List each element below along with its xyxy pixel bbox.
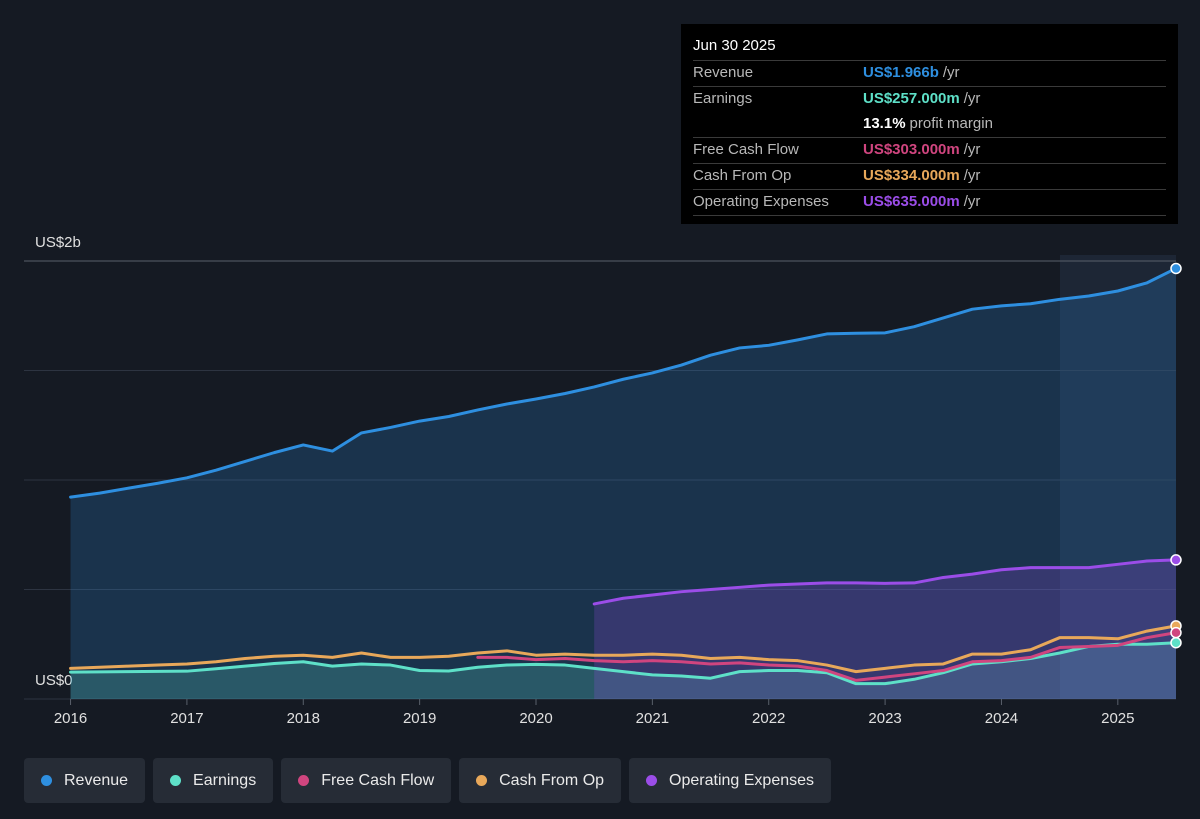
legend-dot (41, 775, 52, 786)
legend-dot (646, 775, 658, 786)
legend: Revenue Earnings Free Cash Flow Cash From O… (24, 758, 832, 803)
tooltip-rows: Revenue US$1.966b/yr Earnings US$257.000m/y… (693, 60, 1166, 216)
end-dot (1170, 262, 1182, 275)
tooltip-date: Jun 30 2025 (693, 37, 776, 54)
tooltip-value: US$257.000m (863, 90, 960, 107)
x-tick-label: 2024 (985, 710, 1018, 727)
tooltip-row: Earnings US$257.000m/yr (693, 86, 1166, 112)
end-dot (1170, 554, 1182, 566)
tooltip-unit: /yr (963, 193, 981, 210)
series-line (592, 558, 1178, 606)
legend-item[interactable]: Operating Expenses (629, 758, 832, 803)
tooltip: Jun 30 2025 Revenue US$1.966b/yr Earnings U… (681, 24, 1178, 224)
tooltip-unit: /yr (963, 90, 981, 107)
tooltip-row: Free Cash Flow US$303.000m/yr (693, 137, 1166, 163)
y-tick-label: US$2b (35, 234, 81, 251)
legend-label: Earnings (193, 771, 257, 789)
tooltip-unit: /yr (942, 64, 960, 81)
legend-label: Free Cash Flow (321, 771, 435, 789)
tooltip-label: Operating Expenses (693, 193, 829, 210)
tooltip-value: US$334.000m (863, 167, 960, 184)
tooltip-value: 13.1% (863, 115, 906, 132)
tooltip-row: Operating Expenses US$635.000m/yr (693, 189, 1166, 215)
end-dot (1170, 626, 1182, 639)
tooltip-value: US$635.000m (863, 193, 960, 210)
x-tick-label: 2016 (54, 710, 87, 727)
tooltip-value: US$1.966b (863, 64, 939, 81)
end-dot (1170, 636, 1182, 649)
legend-dot (298, 775, 310, 786)
series-line (476, 631, 1178, 682)
tooltip-label: Earnings (693, 90, 753, 107)
legend-dot (170, 775, 182, 786)
tooltip-label: Free Cash Flow (693, 141, 799, 158)
x-tick-label: 2017 (170, 710, 203, 727)
x-tick-label: 2023 (868, 710, 901, 727)
tooltip-label: Cash From Op (693, 167, 792, 184)
tooltip-label (693, 112, 863, 137)
highlight-region (1060, 255, 1176, 699)
tooltip-row: Revenue US$1.966b/yr (693, 60, 1166, 86)
x-tick-label: 2019 (403, 710, 436, 727)
x-tick-label: 2025 (1101, 710, 1134, 727)
legend-item[interactable]: Cash From Op (459, 758, 622, 803)
tooltip-row: 13.1% profit margin (693, 112, 1166, 137)
series-line (69, 624, 1178, 674)
x-tick-label: 2021 (636, 710, 669, 727)
tooltip-unit: profit margin (909, 115, 993, 132)
tooltip-unit: /yr (963, 141, 981, 158)
legend-label: Operating Expenses (669, 771, 815, 789)
tooltip-value: US$303.000m (863, 141, 960, 158)
x-tick-label: 2022 (752, 710, 785, 727)
series-area (70, 642, 1177, 699)
x-tick-label: 2020 (519, 710, 552, 727)
legend-item[interactable]: Free Cash Flow (281, 758, 452, 803)
y-tick-label: US$0 (35, 672, 73, 689)
legend-label: Revenue (64, 771, 129, 789)
legend-item[interactable]: Revenue (24, 758, 146, 803)
tooltip-row: Cash From Op US$334.000m/yr (693, 163, 1166, 189)
series-area (70, 268, 1177, 699)
tooltip-label: Revenue (693, 64, 754, 81)
x-tick-label: 2018 (287, 710, 320, 727)
legend-dot (476, 775, 488, 786)
tooltip-unit: /yr (963, 167, 981, 184)
legend-label: Cash From Op (499, 771, 605, 789)
legend-item[interactable]: Earnings (153, 758, 274, 803)
series-line (69, 266, 1178, 499)
